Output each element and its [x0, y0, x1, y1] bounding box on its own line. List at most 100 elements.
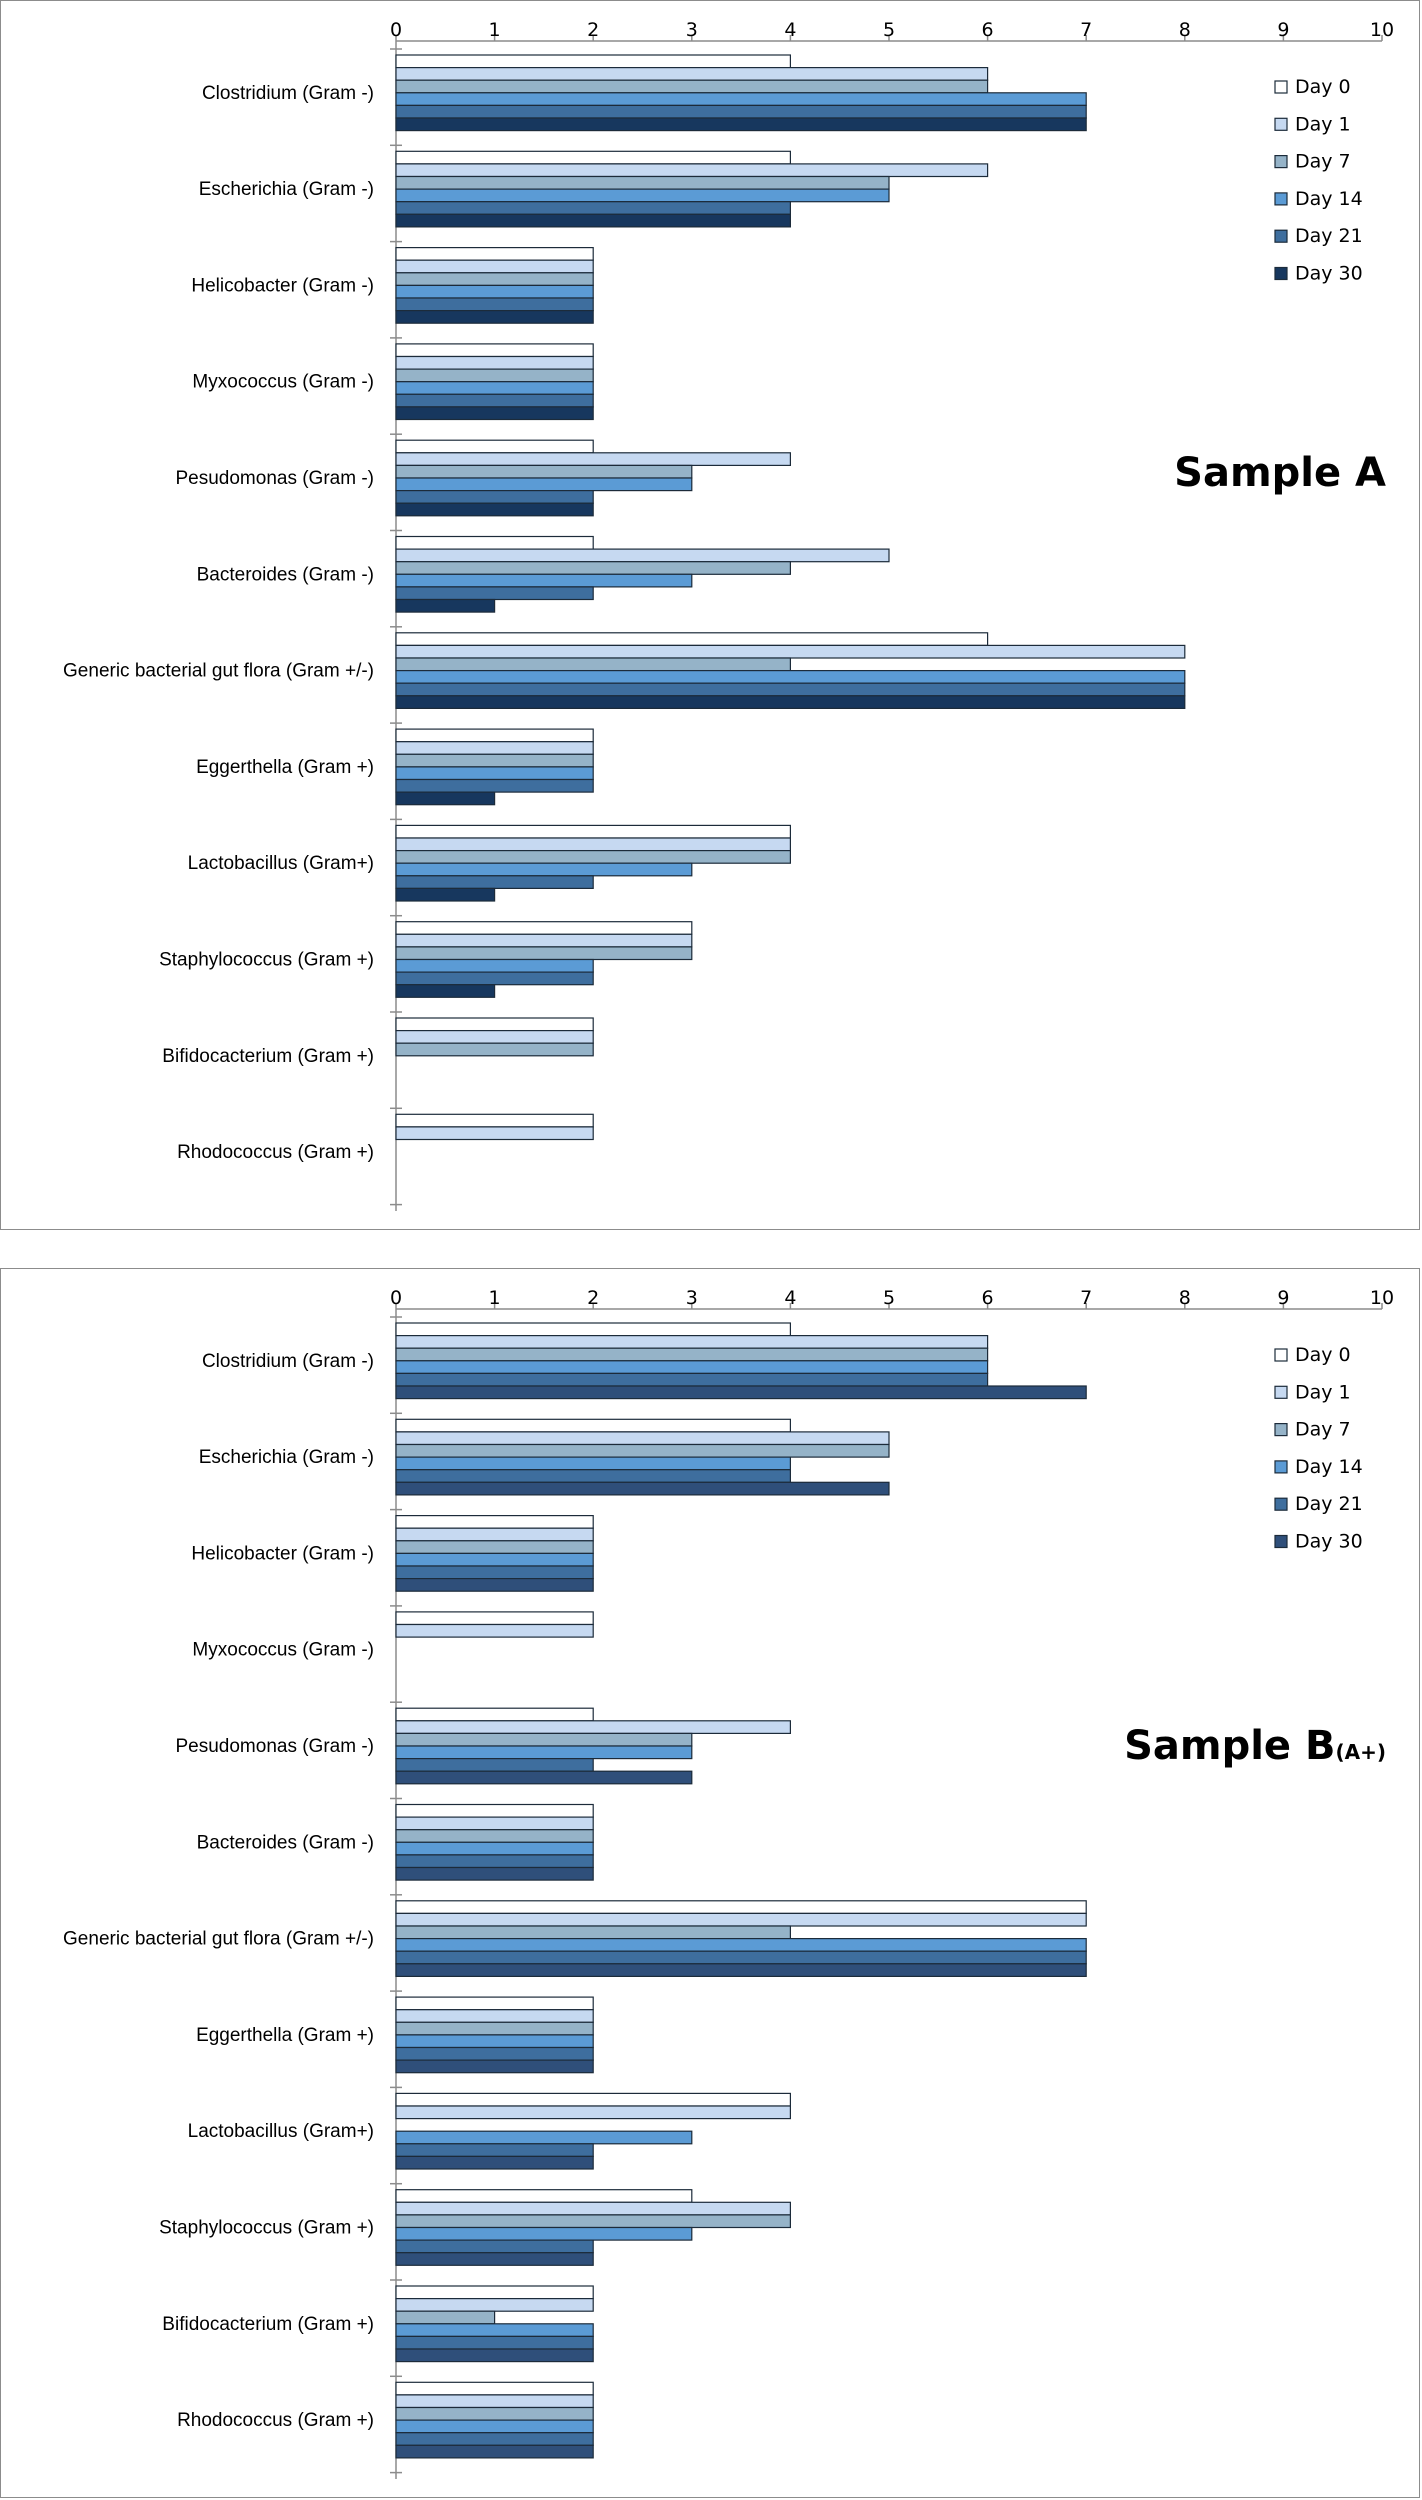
legend-swatch	[1274, 1423, 1288, 1437]
bar-day-14	[395, 381, 594, 395]
bar-day-30	[395, 984, 496, 998]
category-label: Clostridium (Gram -)	[202, 1351, 374, 1372]
legend-swatch	[1274, 1534, 1288, 1549]
legend-label: Day 1	[1295, 113, 1351, 135]
bar-day-7	[395, 1925, 791, 1940]
bar-day-0	[395, 1017, 594, 1032]
x-tick-label: 0	[390, 1287, 402, 1309]
legend-label: Day 7	[1295, 151, 1351, 173]
bar-day-1	[395, 1912, 1087, 1927]
bar-day-14	[395, 1552, 594, 1567]
category-label: Rhodococcus (Gram +)	[177, 1142, 374, 1163]
x-tick-label: 1	[489, 1287, 501, 1309]
bar-day-14	[395, 1745, 693, 1760]
bar-day-0	[395, 2381, 594, 2396]
category-label: Bacteroides (Gram -)	[197, 564, 374, 585]
x-tick-label: 2	[587, 19, 599, 41]
x-tick-label: 6	[982, 1287, 994, 1309]
bar-day-21	[395, 104, 1087, 119]
bar-day-21	[395, 778, 594, 793]
bar-day-14	[395, 958, 594, 973]
bar-day-30	[395, 791, 496, 806]
bar-day-7	[395, 561, 791, 575]
bar-day-21	[395, 1372, 989, 1387]
bar-day-30	[395, 695, 1186, 709]
legend-label: Day 14	[1295, 1456, 1363, 1478]
bar-day-7	[395, 2021, 594, 2036]
x-tick-label: 4	[784, 19, 796, 41]
bar-day-0	[395, 247, 594, 261]
bar-day-30	[395, 2444, 594, 2459]
bar-day-1	[395, 2105, 791, 2120]
bar-day-14	[395, 2226, 693, 2241]
x-tick-label: 0	[390, 19, 402, 41]
category-label: Clostridium (Gram -)	[202, 83, 374, 104]
category-label: Generic bacterial gut flora (Gram +/-)	[63, 661, 374, 682]
category-label: Helicobacter (Gram -)	[191, 275, 374, 296]
legend-swatch	[1274, 192, 1288, 206]
legend-label: Day 0	[1295, 76, 1351, 98]
bar-day-30	[395, 2155, 594, 2170]
bar-day-0	[395, 1418, 791, 1433]
legend-label: Day 30	[1295, 1531, 1363, 1553]
legend-label: Day 14	[1295, 188, 1363, 210]
bar-day-1	[395, 1334, 989, 1349]
legend-swatch	[1274, 1348, 1288, 1362]
bar-day-0	[395, 150, 791, 165]
bar-day-7	[395, 464, 693, 479]
bar-day-14	[395, 477, 693, 492]
category-label: Staphylococcus (Gram +)	[159, 950, 374, 971]
x-tick-label: 1	[489, 19, 501, 41]
legend-swatch	[1274, 266, 1288, 281]
bar-day-21	[395, 971, 594, 986]
x-tick-label: 3	[686, 1287, 698, 1309]
bar-day-30	[395, 2059, 594, 2074]
bar-day-14	[395, 1937, 1087, 1952]
bar-day-1	[395, 933, 693, 948]
category-label: Eggerthella (Gram +)	[196, 2025, 374, 2046]
bar-day-30	[395, 1578, 594, 1592]
bar-day-30	[395, 117, 1087, 132]
bar-day-0	[395, 1322, 791, 1337]
legend-label: Day 0	[1295, 1344, 1351, 1366]
bar-day-7	[395, 753, 594, 768]
bar-day-14	[395, 669, 1186, 684]
category-label: Generic bacterial gut flora (Gram +/-)	[63, 1929, 374, 1950]
category-label: Myxococcus (Gram -)	[192, 372, 374, 393]
legend-label: Day 1	[1295, 1381, 1351, 1403]
legend-label: Day 21	[1295, 225, 1363, 247]
bar-day-7	[395, 1042, 594, 1057]
bar-day-1	[395, 1527, 594, 1542]
bar-day-0	[395, 2189, 693, 2203]
x-tick-label: 4	[784, 1287, 796, 1309]
x-tick-label: 10	[1370, 1287, 1394, 1309]
bar-day-1	[395, 2201, 791, 2216]
bar-day-21	[395, 2432, 594, 2446]
x-tick-label: 2	[587, 1287, 599, 1309]
bar-day-14	[395, 1360, 989, 1375]
category-label: Bifidocacterium (Gram +)	[162, 1046, 374, 1067]
bar-day-0	[395, 1611, 594, 1626]
chart-sample-b: 0 1 2 3 4 5 6 7 8 9 10 Clostridium (Gram -) Escheric…	[63, 1287, 1394, 2479]
x-tick-label: 5	[883, 19, 895, 41]
category-label: Helicobacter (Gram -)	[191, 1543, 374, 1564]
bar-day-7	[395, 175, 890, 190]
bar-day-7	[395, 946, 693, 961]
legend-label: Day 7	[1295, 1419, 1351, 1441]
bar-day-21	[395, 875, 594, 889]
bar-day-0	[395, 1803, 594, 1818]
bar-day-30	[395, 1770, 693, 1785]
bar-day-1	[395, 1029, 594, 1044]
category-label: Pesudomonas (Gram -)	[175, 468, 374, 489]
bar-day-1	[395, 66, 989, 81]
category-label: Eggerthella (Gram +)	[196, 757, 374, 778]
bar-day-14	[395, 2323, 594, 2338]
bar-day-1	[395, 452, 791, 466]
bar-day-21	[395, 490, 594, 504]
bar-day-1	[395, 259, 594, 274]
chart-title: Sample B(A+)	[1124, 1723, 1386, 1769]
legend-swatch	[1274, 1497, 1288, 1511]
bar-day-1	[395, 741, 594, 755]
chart-sample-a: 0 1 2 3 4 5 6 7 8 9 10 Clostridium (Gram -) Escheric…	[63, 19, 1394, 1211]
bar-day-14	[395, 766, 594, 781]
